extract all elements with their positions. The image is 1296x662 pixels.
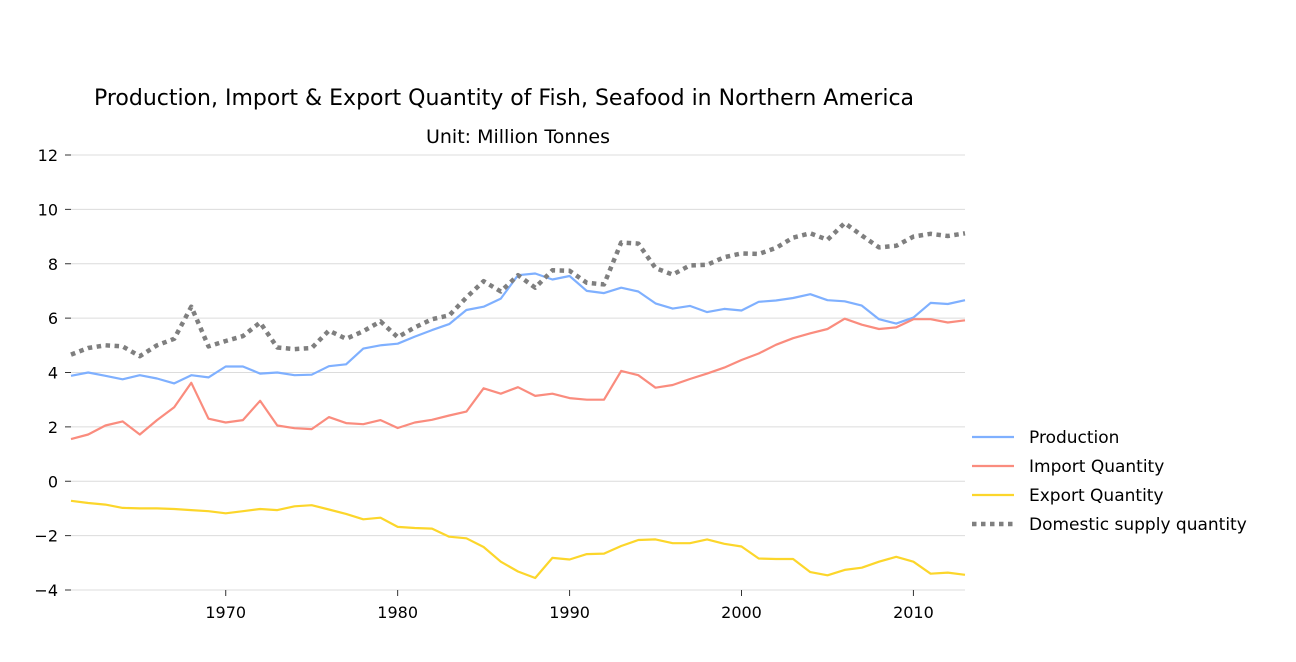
chart-title: Production, Import & Export Quantity of … — [94, 86, 914, 111]
y-axis: 12 10 8 6 4 2 0 −2 −4 — [34, 146, 71, 600]
series-line-3 — [70, 220, 966, 359]
y-tick-label: 4 — [48, 364, 58, 383]
x-axis: 1970 1980 1990 2000 2010 — [205, 590, 934, 622]
y-tick-label: −2 — [34, 527, 58, 546]
gridlines — [71, 154, 965, 591]
y-tick-label: −4 — [34, 581, 58, 600]
series-lines — [70, 220, 966, 580]
x-tick-label: 2000 — [721, 603, 762, 622]
legend-label: Export Quantity — [1029, 486, 1164, 506]
series-line-2 — [70, 499, 966, 580]
chart-subtitle: Unit: Million Tonnes — [426, 126, 610, 148]
y-tick-label: 2 — [48, 418, 58, 437]
series-line-0 — [70, 272, 966, 385]
x-tick-label: 1980 — [377, 603, 418, 622]
legend: Production Import Quantity Export Quantity… — [972, 428, 1247, 535]
y-tick-label: 8 — [48, 255, 58, 274]
y-tick-label: 6 — [48, 309, 58, 328]
y-tick-label: 10 — [38, 200, 58, 219]
legend-label: Domestic supply quantity — [1029, 515, 1247, 535]
legend-label: Import Quantity — [1029, 457, 1164, 477]
x-tick-label: 1990 — [549, 603, 590, 622]
x-tick-label: 2010 — [893, 603, 934, 622]
y-tick-label: 12 — [38, 146, 58, 165]
legend-label: Production — [1029, 428, 1119, 448]
series-line-1 — [70, 317, 966, 441]
x-tick-label: 1970 — [205, 603, 246, 622]
y-tick-label: 0 — [48, 472, 58, 491]
